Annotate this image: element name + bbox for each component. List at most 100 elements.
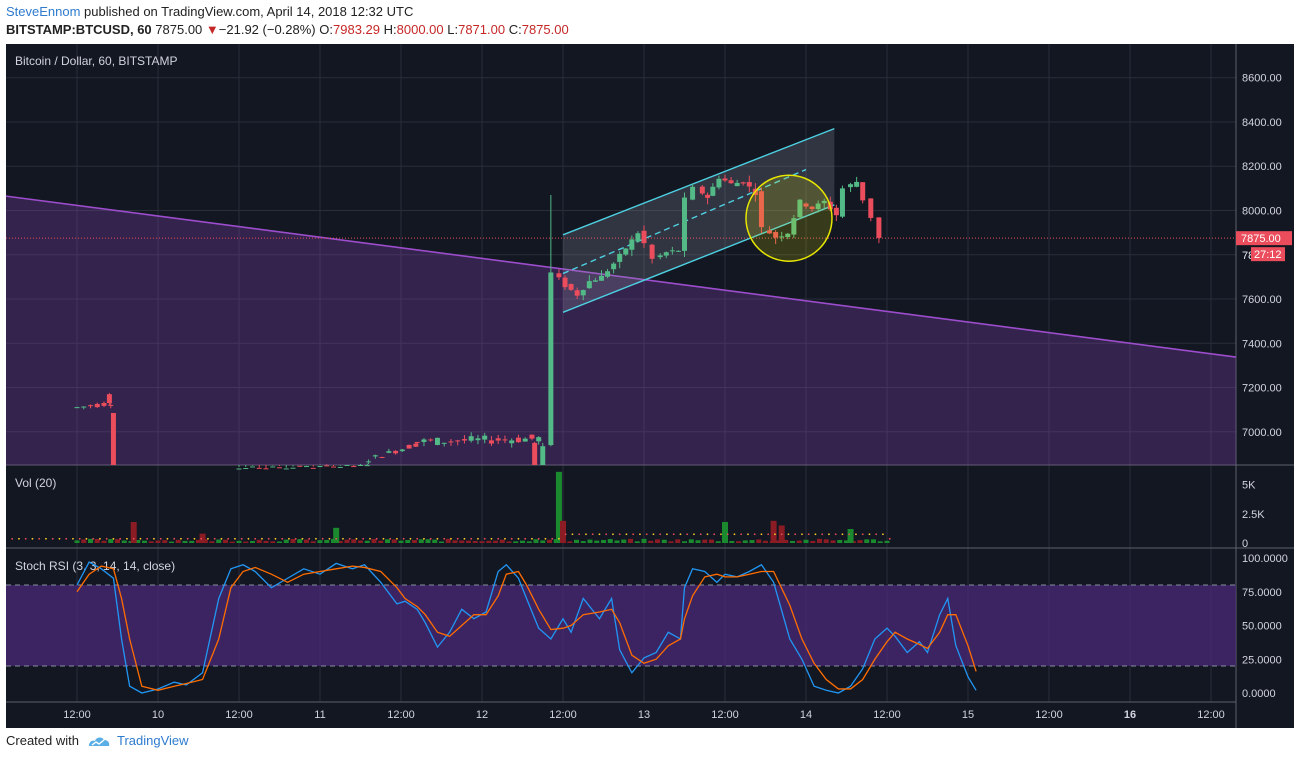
volume-bar — [81, 539, 87, 543]
candle-body — [502, 439, 508, 441]
volume-ma-dot — [483, 537, 486, 540]
author-link[interactable]: SteveEnnom — [6, 4, 81, 19]
candle-body — [746, 182, 752, 187]
volume-bar — [101, 540, 107, 543]
time-tick-label: 12:00 — [1197, 709, 1225, 721]
volume-bar — [641, 538, 647, 543]
volume-ma-dot — [794, 533, 797, 536]
volume-ma-dot — [254, 537, 257, 540]
channel-upper-line — [562, 127, 835, 236]
price-pane-title: Bitcoin / Dollar, 60, BITSTAMP — [15, 54, 178, 68]
volume-ma-dot — [875, 533, 878, 536]
candle-body — [773, 232, 779, 238]
volume-ma-dot — [24, 537, 27, 540]
volume-ma-dot — [85, 537, 88, 540]
candle-body — [263, 468, 269, 470]
volume-bar — [412, 540, 417, 543]
volume-ma-dot — [159, 537, 162, 540]
candle-body — [256, 467, 262, 469]
volume-ma-dot — [45, 537, 47, 540]
price-tick-label: 7600.00 — [1242, 294, 1282, 306]
low-value: 7871.00 — [458, 22, 506, 37]
volume-bar — [283, 539, 289, 543]
volume-ma-dot — [564, 533, 567, 536]
channel-fill — [563, 128, 835, 313]
candle-body — [529, 434, 535, 439]
volume-ma-dot — [706, 533, 709, 536]
volume-bar — [628, 538, 633, 543]
candle-body — [532, 442, 538, 465]
price-pane: Bitcoin / Dollar, 60, BITSTAMP — [5, 54, 1237, 470]
volume-ma-dot — [99, 537, 101, 540]
candle-body — [413, 443, 419, 447]
volume-bar — [418, 539, 424, 543]
volume-ma-dot — [456, 537, 459, 540]
volume-bar — [884, 540, 890, 543]
volume-bar — [486, 540, 492, 543]
candle-body — [722, 178, 728, 181]
volume-bar — [499, 539, 505, 543]
volume-ma-dot — [524, 537, 527, 540]
volume-bar — [763, 540, 768, 543]
volume-spike — [555, 471, 562, 543]
candle-body — [767, 230, 773, 234]
volume-ma-dot — [760, 533, 763, 536]
candle-body — [461, 439, 467, 441]
volume-bar — [506, 541, 512, 543]
volume-ma-dot — [632, 533, 635, 536]
candle-body — [243, 468, 249, 470]
volume-ma-dot — [693, 533, 695, 536]
volume-spike — [770, 520, 777, 543]
time-tick-label: 12:00 — [225, 709, 253, 721]
candle-body — [358, 465, 363, 467]
axes: 8600.008400.008200.008000.007800.007600.… — [63, 73, 1292, 721]
candle-body — [699, 186, 705, 194]
volume-bar — [688, 539, 694, 543]
price-tick-label: 7400.00 — [1242, 338, 1282, 350]
price-tick-label: 7000.00 — [1242, 427, 1282, 439]
volume-bar — [648, 540, 654, 543]
volume-bar — [871, 539, 876, 543]
candle-body — [94, 403, 100, 408]
volume-bar — [466, 540, 471, 543]
stoch-rsi-line-d — [76, 565, 977, 691]
close-label: C: — [508, 22, 522, 37]
volume-ma-dot — [882, 533, 884, 536]
volume-ma-dot — [92, 537, 95, 540]
open-label: O: — [319, 22, 333, 37]
volume-ma-dot — [774, 533, 776, 536]
volume-bar — [580, 541, 586, 543]
time-tick-label: 12:00 — [63, 709, 91, 721]
volume-bar — [574, 539, 579, 543]
last-price-tag — [1236, 231, 1292, 246]
candle-body — [605, 271, 611, 277]
volume-ma-dot — [807, 533, 810, 536]
volume-bar — [749, 540, 755, 543]
tradingview-link[interactable]: TradingView — [116, 733, 189, 748]
volume-ma-dot — [11, 537, 14, 540]
candle-body — [290, 467, 296, 469]
volume-ma-dot — [31, 537, 34, 540]
volume-bar — [601, 539, 606, 543]
volume-ma-dot — [335, 537, 338, 540]
volume-ma-dot — [855, 533, 857, 536]
volume-ma-dot — [612, 533, 614, 536]
volume-bar — [425, 539, 431, 543]
volume-ma-dot — [288, 537, 290, 540]
time-tick-label: 12:00 — [549, 709, 577, 721]
volume-ma-dot — [200, 537, 203, 540]
volume-bar — [493, 540, 498, 543]
volume-bar — [526, 541, 532, 543]
volume-bar — [385, 539, 390, 543]
volume-bar — [88, 538, 93, 543]
volume-tick-label: 0 — [1242, 538, 1248, 550]
candle-body — [270, 466, 276, 468]
volume-bar — [108, 539, 114, 543]
candle-body — [101, 402, 107, 406]
volume-ma-dot — [801, 533, 803, 536]
volume-pane-title: Vol (20) — [15, 476, 56, 490]
volume-bar — [877, 541, 883, 543]
close-value: 7875.00 — [521, 22, 569, 37]
candle-body — [434, 437, 440, 445]
